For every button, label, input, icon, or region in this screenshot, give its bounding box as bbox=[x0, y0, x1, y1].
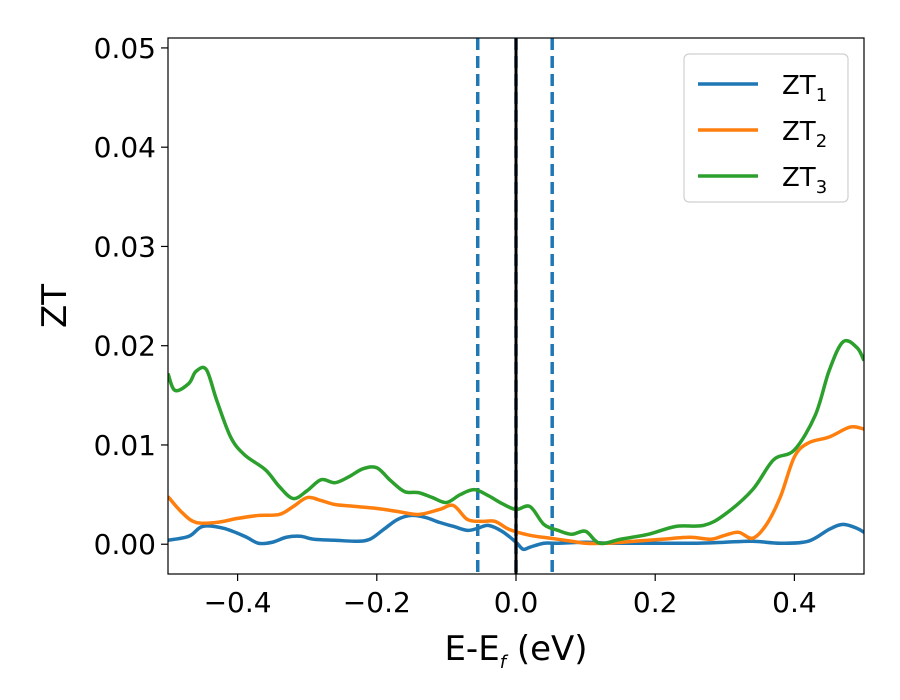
series-line-zt3 bbox=[168, 338, 864, 546]
x-tick-label: 0.2 bbox=[633, 586, 678, 619]
legend-box bbox=[683, 53, 849, 203]
legend-label-zt3: ZT3 bbox=[782, 163, 827, 198]
y-tick-label: 0.03 bbox=[94, 230, 156, 263]
x-tick-label: 0.4 bbox=[772, 586, 817, 619]
y-tick-label: 0.01 bbox=[94, 429, 156, 462]
x-tick-label: −0.2 bbox=[343, 586, 411, 619]
legend-label-zt1: ZT1 bbox=[782, 71, 827, 106]
y-tick-label: 0.02 bbox=[94, 330, 156, 363]
legend: ZT1 ZT2 ZT3 bbox=[683, 53, 849, 203]
y-axis-label: ZT bbox=[35, 284, 75, 328]
legend-label-zt2: ZT2 bbox=[782, 117, 827, 152]
y-tick-label: 0.00 bbox=[94, 528, 156, 561]
x-tick-label: −0.4 bbox=[204, 586, 272, 619]
x-axis-ticks: −0.4 −0.2 0.0 0.2 0.4 bbox=[204, 574, 817, 619]
y-tick-label: 0.05 bbox=[94, 32, 156, 65]
y-tick-label: 0.04 bbox=[94, 131, 156, 164]
x-axis-label: E-Ef (eV) bbox=[444, 629, 587, 673]
x-tick-label: 0.0 bbox=[494, 586, 539, 619]
y-axis-ticks: 0.00 0.01 0.02 0.03 0.04 0.05 bbox=[94, 32, 168, 561]
series-line-zt1 bbox=[168, 513, 864, 552]
series-lines bbox=[168, 38, 864, 574]
series-line-zt2 bbox=[168, 425, 864, 546]
